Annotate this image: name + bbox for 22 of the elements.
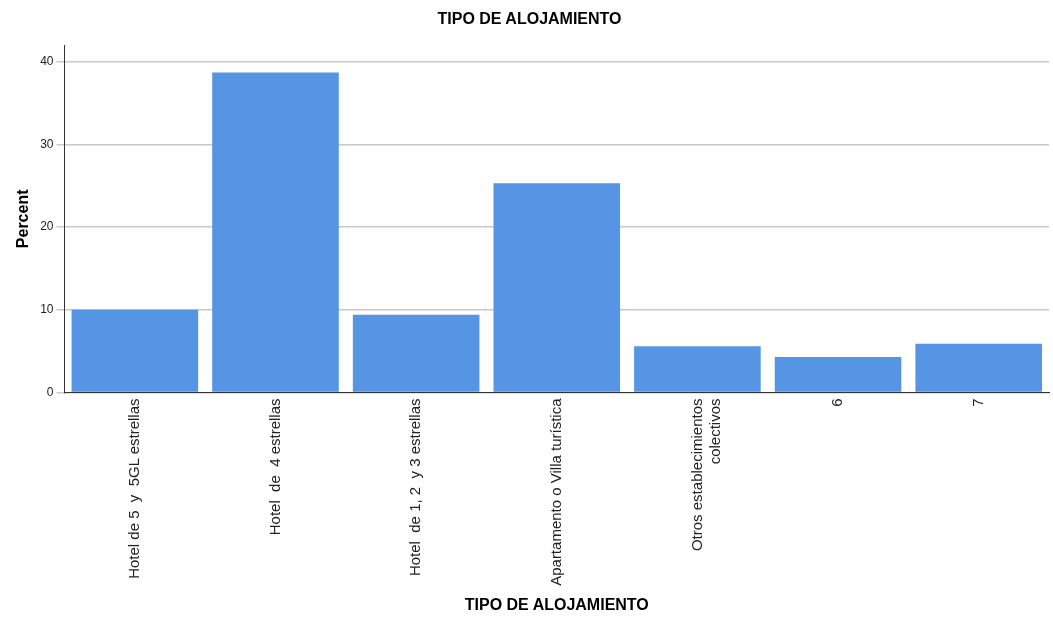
y-axis-title: Percent (14, 188, 32, 249)
x-tick-label: 6 (828, 398, 846, 407)
x-tick-label: Hotel de 1, 2 y 3 estrellas (406, 398, 424, 577)
chart-title: TIPO DE ALOJAMIENTO (437, 10, 622, 28)
y-tick-label: 0 (46, 384, 54, 399)
bar (493, 183, 621, 392)
y-tick-label: 10 (40, 302, 54, 317)
x-tick-label: Hotel de 4 estrellas (265, 398, 283, 536)
x-tick-label: 7 (968, 398, 986, 407)
x-tick-label: Hotel de 5 y 5GL estrellas (125, 398, 143, 579)
bar (774, 356, 902, 392)
bar (352, 314, 480, 392)
y-tick-label: 20 (40, 219, 54, 234)
y-tick-label: 30 (40, 136, 54, 151)
bar (212, 72, 339, 392)
bar (634, 346, 761, 392)
x-tick-label: Apartamento o Villa turística (546, 397, 564, 586)
bar (71, 309, 199, 392)
bar (915, 343, 1042, 392)
x-axis-title: TIPO DE ALOJAMIENTO (464, 595, 649, 613)
x-tick-label: Otros establecimientos colectivos (687, 398, 723, 552)
y-tick-label: 40 (40, 54, 54, 69)
